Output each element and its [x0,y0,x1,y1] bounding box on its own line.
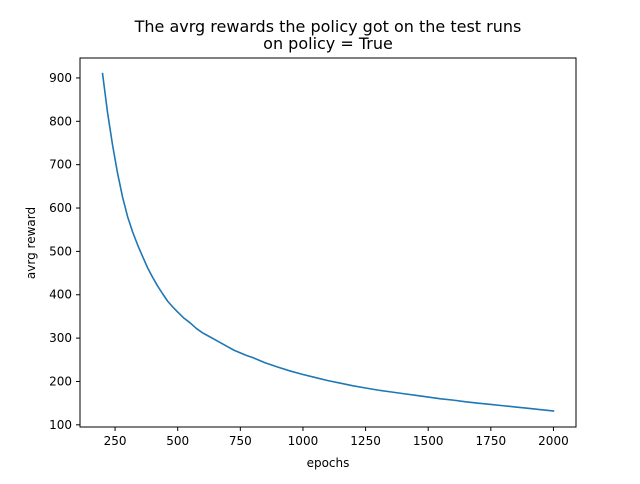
x-tick-label: 1500 [413,434,444,448]
x-tick-label: 250 [104,434,127,448]
y-tick-label: 900 [49,71,72,85]
y-tick-label: 300 [49,331,72,345]
plot-area: 250 500 750 1000 1250 1500 1750 2000 100 200 300 40… [49,57,577,448]
x-axis-label: epochs [307,456,350,470]
axes-frame [79,57,577,428]
y-tick-label: 500 [49,244,72,258]
x-tick-label: 2000 [538,434,569,448]
y-tick-label: 400 [49,288,72,302]
y-tick-label: 200 [49,374,72,388]
y-tick-label: 600 [49,201,72,215]
x-tick-label: 1000 [288,434,319,448]
x-tick-label: 1250 [350,434,381,448]
series-line-0 [101,72,555,412]
chart-title: The avrg rewards the policy got on the t… [134,17,522,36]
y-tick-label: 700 [49,158,72,172]
y-tick-label: 100 [49,418,72,432]
x-tick-label: 1750 [476,434,507,448]
y-axis-label: avrg reward [24,207,38,279]
y-tick-label: 800 [49,114,72,128]
x-tick-label: 500 [166,434,189,448]
chart-subtitle: on policy = True [263,34,393,53]
x-tick-label: 750 [229,434,252,448]
